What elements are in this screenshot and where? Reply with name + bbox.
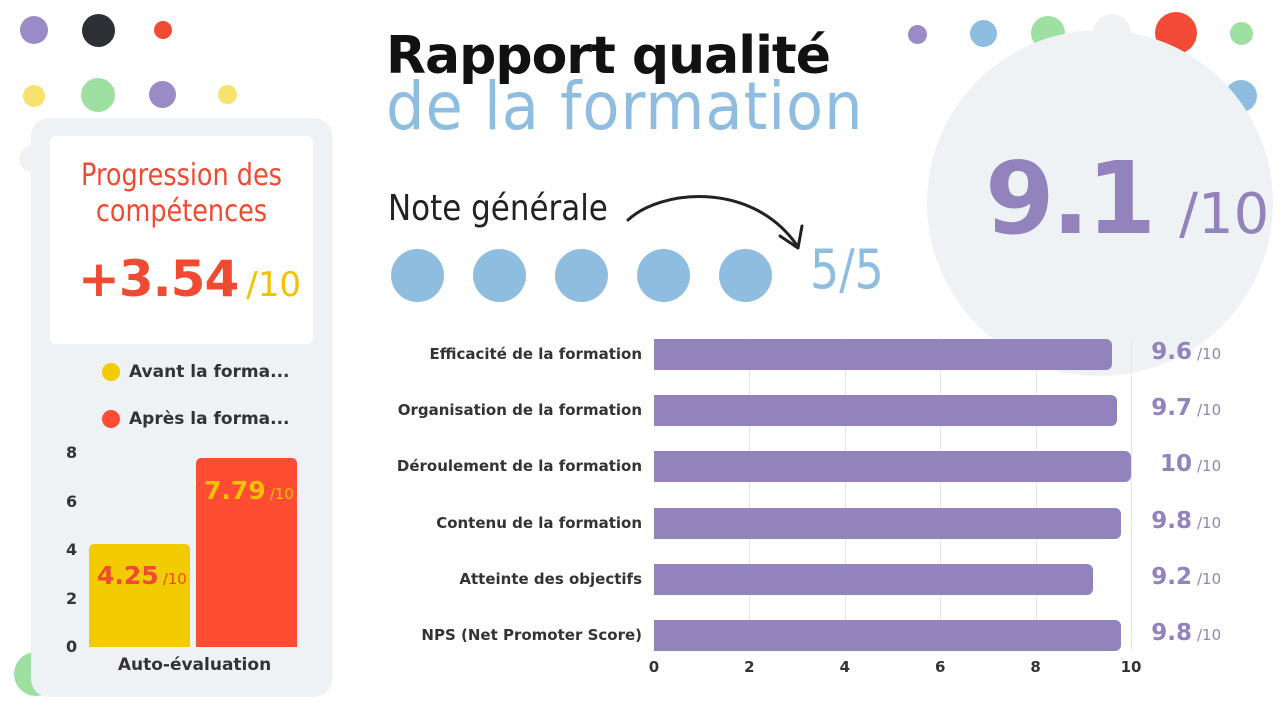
decor-dot [82, 14, 115, 47]
hbar [654, 620, 1122, 651]
rating-circle [473, 249, 526, 302]
y-tick-label: 8 [66, 443, 78, 462]
vbar-value-label: 4.25/10 [97, 561, 187, 590]
hbar-category-label: Déroulement de la formation [396, 457, 642, 476]
progression-card: Progression des compétences +3.54 /10 [50, 136, 313, 344]
note-generale-rating: 5/5 [810, 238, 884, 301]
overall-score: 9.1 /10 [985, 140, 1269, 257]
hbar-category-label: Organisation de la formation [397, 401, 642, 420]
rating-circle [555, 249, 608, 302]
hbar-category-label: NPS (Net Promoter Score) [421, 626, 642, 644]
hbar-value-label: 9.6 [1151, 339, 1192, 365]
overall-score-circle [927, 30, 1273, 376]
hbar-denominator: /10 [1197, 345, 1222, 363]
grid-line [844, 338, 846, 650]
y-tick-label: 4 [66, 540, 78, 559]
grid-line [940, 338, 942, 650]
x-tick-label: 0 [648, 658, 660, 676]
x-tick-label: 4 [839, 658, 851, 676]
decor-dot [908, 25, 927, 44]
hbar [654, 339, 1112, 370]
vbar-denominator: /10 [269, 485, 294, 503]
rating-circle [391, 249, 444, 302]
page-subtitle: de la formation [386, 68, 864, 145]
progression-value: +3.54 /10 [78, 250, 301, 308]
curved-arrow-icon [626, 195, 804, 250]
note-generale-label: Note générale [388, 188, 608, 229]
decor-dot [218, 85, 237, 104]
page-title: Rapport qualité [386, 26, 831, 86]
hbar-category-label: Atteinte des objectifs [459, 569, 642, 588]
hbar-category-label: Contenu de la formation [436, 513, 642, 532]
hbar-value-label: 9.8 [1151, 507, 1192, 534]
hbar [654, 451, 1131, 483]
hbar-value-label: 9.2 [1151, 563, 1192, 590]
decor-dot [81, 78, 115, 112]
decor-dot [970, 20, 997, 47]
vbar-category-label: Auto-évaluation [117, 655, 272, 675]
hbar-denominator: /10 [1197, 457, 1222, 476]
decor-dot [20, 16, 48, 44]
decor-dot [149, 81, 176, 108]
rating-circle [719, 249, 772, 302]
progression-title: Progression des compétences [70, 158, 294, 230]
y-tick-label: 0 [66, 637, 78, 656]
rating-circles [391, 249, 772, 302]
progression-value-number: +3.54 [78, 250, 239, 308]
legend-swatch-avant [102, 363, 120, 381]
grid-line [1131, 338, 1132, 650]
grid-line [749, 338, 751, 650]
legend-item-avant: Avant la forma... [102, 362, 290, 382]
progression-title-line1: Progression des [81, 158, 282, 193]
vbar-apres [196, 458, 297, 647]
hbar-denominator: /10 [1197, 569, 1222, 588]
x-tick-label: 10 [1120, 658, 1142, 676]
hbar-denominator: /10 [1197, 626, 1222, 644]
hbar-denominator: /10 [1197, 513, 1222, 532]
hbar [654, 395, 1117, 427]
y-tick-label: 6 [66, 491, 78, 511]
hbar [654, 563, 1093, 595]
decor-dot [1230, 22, 1253, 45]
vbar-avant [89, 543, 190, 647]
progression-value-denominator: /10 [246, 265, 301, 305]
legend-swatch-apres [102, 410, 120, 428]
hbar-value-label: 10 [1159, 451, 1192, 478]
legend-label-avant: Avant la forma... [129, 362, 290, 382]
vbar-value: 7.79 [204, 476, 266, 505]
grid-line [1035, 338, 1037, 650]
rating-circle [637, 249, 690, 302]
progression-title-line2: compétences [95, 194, 268, 229]
hbar-denominator: /10 [1197, 401, 1222, 420]
hbar-value-label: 9.7 [1151, 395, 1192, 422]
overall-score-value: 9.1 [985, 140, 1156, 257]
hbar-category-label: Efficacité de la formation [429, 345, 642, 363]
hbar-value-label: 9.8 [1151, 620, 1192, 646]
x-tick-label: 6 [934, 658, 946, 676]
vbar-denominator: /10 [162, 570, 187, 588]
decor-dot [154, 21, 172, 39]
x-tick-label: 8 [1030, 658, 1041, 676]
legend-item-apres: Après la forma... [102, 409, 290, 429]
vbar-value-label: 7.79/10 [204, 476, 294, 505]
y-tick-label: 2 [66, 588, 78, 608]
decor-dot [23, 85, 45, 107]
overall-score-denominator: /10 [1179, 182, 1270, 247]
legend-label-apres: Après la forma... [129, 409, 290, 429]
vbar-value: 4.25 [97, 561, 159, 590]
hbar [654, 507, 1122, 539]
x-tick-label: 2 [744, 658, 755, 676]
